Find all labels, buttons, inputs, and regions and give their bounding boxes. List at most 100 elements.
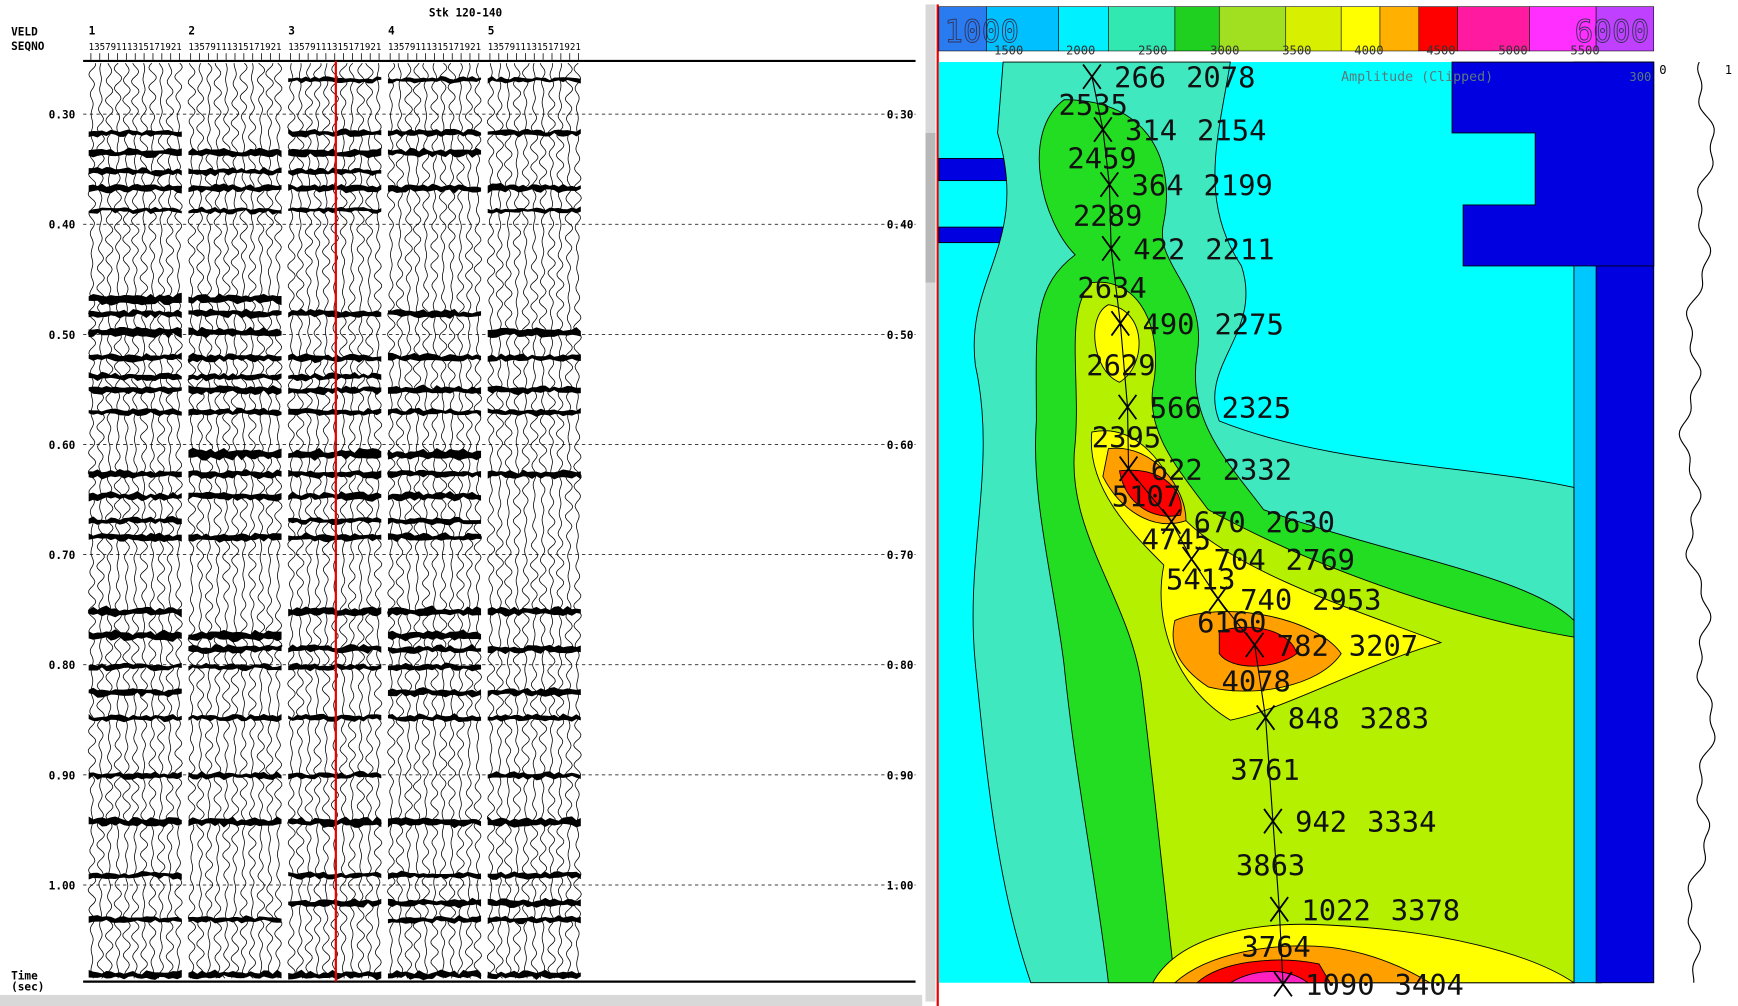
- reflection-event: [487, 128, 581, 138]
- velocity-segment: [1278, 909, 1284, 985]
- reflection-event: [88, 687, 182, 698]
- trace-numbers: 13579111315171921: [89, 42, 182, 53]
- pick-label: 314 2154: [1125, 114, 1266, 148]
- time-tick-label: 0.40: [887, 219, 914, 232]
- contour: [1228, 971, 1310, 984]
- reflection-event: [188, 447, 282, 461]
- color-swatch: [1108, 6, 1176, 52]
- pick-velocity: 2953: [1312, 583, 1381, 617]
- reflection-event: [387, 532, 482, 542]
- pick-label: 942 3334: [1295, 805, 1436, 839]
- velocity-segment: [1091, 76, 1104, 130]
- wiggle: [187, 62, 197, 979]
- pick-time: 1022: [1301, 893, 1370, 927]
- reflection-event: [487, 182, 581, 194]
- reflection-event: [88, 386, 182, 395]
- time-tick-label: 0.80: [887, 659, 914, 672]
- pick-marker: [1099, 171, 1119, 198]
- stack-trace: [1678, 61, 1716, 983]
- pick-marker: [1110, 310, 1130, 337]
- time-tick-label: 0.30: [887, 109, 914, 122]
- reflection-event: [487, 871, 581, 880]
- reflection-event: [188, 532, 282, 543]
- time-tick-label: 0.90: [49, 769, 76, 782]
- color-swatch: [1340, 6, 1381, 52]
- reflection-event: [188, 183, 282, 193]
- pick-label: 364 2199: [1132, 169, 1273, 203]
- reflection-event: [487, 327, 581, 339]
- reflection-event: [487, 469, 581, 480]
- reflection-event: [387, 407, 482, 417]
- reflection-event: [387, 308, 482, 319]
- pick-marker: [1273, 971, 1293, 997]
- reflection-event: [487, 353, 581, 362]
- semblance-label: 2395: [1092, 421, 1161, 455]
- pick-marker: [1101, 235, 1121, 262]
- reflection-event: [487, 644, 581, 655]
- pick-marker: [1161, 508, 1182, 535]
- reflection-event: [387, 516, 482, 526]
- reflection-event: [88, 206, 182, 215]
- scale-max: 6000: [1575, 14, 1650, 50]
- semblance-label: 2459: [1067, 141, 1136, 175]
- reflection-event: [88, 166, 182, 177]
- color-bar: 1000 6000 1500 2000 2500 3000 3500 4000 4500 5000…: [938, 6, 1655, 57]
- pick-velocity: 3404: [1395, 968, 1464, 1002]
- pick-marker: [1208, 585, 1228, 612]
- h-scrollbar[interactable]: [0, 994, 923, 1006]
- wiggle: [504, 63, 513, 979]
- reflection-event: [487, 969, 581, 980]
- semblance-label: 2535: [1059, 88, 1128, 122]
- reflection-event: [387, 897, 482, 909]
- semblance-label: 3761: [1230, 753, 1299, 787]
- reflection-event: [88, 292, 182, 306]
- reflection-event: [88, 969, 182, 980]
- overlay-title: Amplitude (Clipped): [1341, 70, 1493, 85]
- group-label: 2: [188, 24, 195, 37]
- pick-velocity: 3283: [1360, 702, 1429, 736]
- semblance-label: 2289: [1073, 199, 1142, 233]
- velocity-segment: [1170, 521, 1193, 560]
- trace-scale: 0: [1659, 63, 1666, 77]
- reflection-event: [88, 515, 182, 525]
- contour: [938, 226, 1006, 244]
- reflection-event: [188, 644, 282, 655]
- reflection-event: [188, 969, 282, 980]
- group-label: 3: [288, 24, 295, 37]
- pick-label: 704 2769: [1214, 543, 1355, 577]
- reflection-event: [88, 771, 182, 780]
- velocity-segment: [1102, 129, 1110, 185]
- header-label: SEQNO: [11, 40, 45, 53]
- axis-label: (sec): [11, 980, 44, 993]
- pick-marker: [1082, 63, 1102, 90]
- reflection-event: [188, 326, 282, 339]
- time-tick-label: 0.80: [49, 659, 76, 672]
- reflection-event: [88, 371, 182, 382]
- reflection-event: [188, 352, 282, 364]
- reflection-event: [487, 385, 581, 396]
- scroll-thumb[interactable]: [925, 132, 936, 283]
- wiggle: [555, 63, 565, 979]
- pick-velocity: 2332: [1223, 453, 1292, 487]
- contour: [938, 157, 1008, 182]
- group-label: 4: [388, 24, 395, 37]
- reflection-event: [487, 816, 581, 828]
- reflection-event: [88, 129, 182, 138]
- color-swatch: [938, 6, 987, 52]
- scale-tick-label: 2000: [1066, 43, 1095, 57]
- reflection-event: [88, 326, 182, 339]
- reflection-event: [487, 206, 581, 214]
- reflection-event: [387, 687, 482, 698]
- time-tick-label: 0.50: [887, 329, 914, 342]
- reflection-event: [188, 713, 282, 723]
- time-tick-label: 0.30: [49, 109, 76, 122]
- pick-time: 782: [1277, 629, 1329, 663]
- wiggle: [547, 63, 556, 979]
- v-scrollbar[interactable]: [925, 4, 936, 1002]
- reflection-event: [88, 532, 182, 543]
- pick-velocity: 2211: [1205, 233, 1274, 267]
- pick-label: 422 2211: [1133, 233, 1274, 267]
- reflection-event: [88, 629, 182, 642]
- panel-title: Stk 120-140: [429, 7, 502, 20]
